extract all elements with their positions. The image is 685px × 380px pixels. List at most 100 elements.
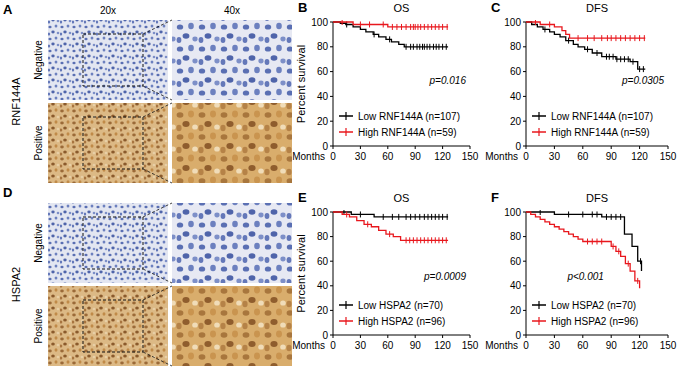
y-axis-label: Percent survival: [295, 45, 307, 123]
y-tick-label: 80: [317, 231, 329, 242]
censor-mark: [427, 214, 428, 220]
y-tick: [330, 261, 333, 262]
censor-mark: [587, 239, 588, 245]
censor-mark: [438, 237, 439, 243]
y-tick: [523, 285, 526, 286]
p-value: p=0.0009: [423, 271, 466, 282]
legend-label: Low RNF144A (n=107): [551, 111, 653, 122]
ihc-image-40x: [172, 203, 292, 283]
y-axis: [526, 22, 527, 146]
x-tick-label: 0: [330, 151, 336, 162]
zoom-line: [143, 20, 172, 34]
censor-mark: [401, 24, 402, 30]
chart-title: OS: [394, 2, 410, 14]
censor-mark: [613, 243, 614, 249]
x-tick: [639, 335, 640, 338]
y-tick-label: 60: [317, 256, 329, 267]
x-tick-label: 120: [434, 340, 451, 351]
censor-mark: [413, 24, 414, 30]
censor-mark: [429, 44, 430, 50]
plot-data: [526, 210, 641, 288]
censor-mark: [392, 214, 393, 220]
zoom-box: [83, 117, 143, 169]
x-tick-label: 60: [382, 151, 394, 162]
censor-mark: [549, 21, 550, 27]
censor-mark: [342, 20, 343, 25]
x-tick: [333, 335, 334, 338]
y-axis: [333, 212, 334, 335]
plot-data: [333, 20, 448, 50]
censor-mark: [613, 54, 614, 60]
ihc-image-20x: [48, 203, 168, 283]
censor-mark: [427, 237, 428, 243]
x-tick: [470, 335, 471, 338]
zoom-box: [83, 34, 143, 86]
y-tick: [330, 96, 333, 97]
censor-mark: [419, 214, 420, 220]
y-tick-label: 60: [510, 256, 522, 267]
censor-mark: [369, 21, 370, 27]
marker-label: RNF144A: [10, 77, 22, 126]
y-tick: [330, 121, 333, 122]
y-tick-label: 0: [515, 330, 521, 341]
x-tick: [526, 146, 527, 149]
censor-mark: [413, 237, 414, 243]
y-tick: [523, 212, 526, 213]
panel-label: E: [298, 190, 307, 205]
y-tick: [523, 261, 526, 262]
y-tick-label: 20: [510, 116, 522, 127]
censor-mark: [406, 237, 407, 243]
censor-mark: [442, 44, 443, 50]
km-chart: FDFS0204060801000306090120150MonthsLow H…: [485, 190, 677, 351]
censor-mark: [592, 239, 593, 245]
censor-mark: [424, 237, 425, 243]
figure: A20x40xRNF144ANegativePositiveDHSPA2Nega…: [0, 0, 685, 380]
km-chart: BOS0204060801000306090120150MonthsPercen…: [292, 0, 479, 162]
x-tick: [470, 146, 471, 149]
legend-swatch: [538, 128, 539, 136]
censor-mark: [640, 258, 641, 264]
y-axis: [526, 212, 527, 335]
ihc-image-20x: [48, 103, 168, 183]
row-label: Negative: [33, 223, 44, 263]
x-axis: [526, 146, 668, 147]
y-tick: [330, 46, 333, 47]
y-tick: [523, 71, 526, 72]
x-axis-label: Months: [292, 151, 325, 162]
row-label: Positive: [33, 308, 44, 343]
y-tick: [330, 285, 333, 286]
legend-swatch: [345, 112, 346, 120]
censor-mark: [436, 44, 437, 50]
censor-mark: [628, 261, 629, 267]
x-tick: [639, 146, 640, 149]
censor-mark: [431, 214, 432, 220]
censor-mark: [630, 35, 631, 41]
x-tick-label: 60: [577, 151, 589, 162]
censor-mark: [417, 44, 418, 50]
survival-curve: [526, 22, 645, 69]
y-axis: [333, 22, 334, 146]
y-tick-label: 100: [504, 207, 521, 218]
censor-mark: [419, 44, 420, 50]
p-value: p=0.016: [429, 75, 467, 86]
censor-mark: [438, 44, 439, 50]
censor-mark: [535, 20, 536, 25]
y-tick-label: 20: [317, 305, 329, 316]
legend-label: High HSPA2 (n=96): [358, 316, 445, 327]
ihc-image-20x: [48, 286, 168, 366]
x-tick-label: 30: [549, 151, 561, 162]
censor-mark: [597, 50, 598, 56]
zoom-box: [83, 217, 143, 269]
censor-mark: [410, 24, 411, 30]
legend-label: Low RNF144A (n=107): [358, 111, 460, 122]
censor-mark: [420, 24, 421, 30]
x-tick: [415, 335, 416, 338]
x-tick-label: 120: [631, 340, 648, 351]
x-tick-label: 90: [410, 340, 422, 351]
censor-mark: [607, 35, 608, 41]
legend-label: High HSPA2 (n=96): [551, 316, 638, 327]
y-tick-label: 100: [311, 17, 328, 28]
x-tick: [611, 146, 612, 149]
censor-mark: [446, 237, 447, 243]
censor-mark: [620, 214, 621, 220]
